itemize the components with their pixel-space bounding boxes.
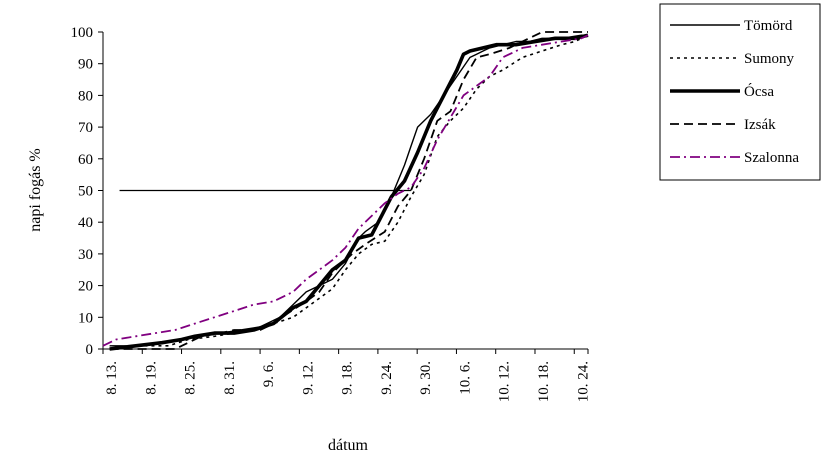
x-tick-label: 8. 13. (104, 361, 120, 395)
legend: Tömörd Sumony Ócsa Izsák Szalonna (659, 3, 821, 181)
legend-label: Tömörd (744, 18, 793, 34)
x-tick-label: 8. 31. (222, 361, 238, 395)
series-line-5 (102, 34, 589, 347)
x-axis-title: dátum (328, 437, 369, 454)
legend-label: Szalonna (744, 150, 799, 166)
x-tick-label: 9. 12. (300, 361, 316, 395)
series-line-2 (109, 34, 589, 350)
y-tick-label: 70 (78, 120, 93, 136)
x-tick-label: 10. 6. (457, 361, 473, 395)
legend-label: Ócsa (744, 83, 774, 100)
x-tick-label: 8. 25. (183, 361, 199, 395)
x-tick-label: 9. 24. (379, 361, 395, 395)
x-tick-label: 9. 18. (340, 361, 356, 395)
x-tick-labels: 8. 13. 8. 19. 8. 25. 8. 31. 9. 6. 9. 12. 9. 18… (104, 361, 591, 402)
y-tick-label: 40 (78, 215, 93, 231)
legend-label: Sumony (744, 51, 795, 67)
y-tick-label: 80 (78, 88, 93, 104)
y-tick-label: 50 (78, 184, 93, 200)
y-axis-title: napi fogás % (27, 148, 44, 232)
x-tick-label: 8. 19. (143, 361, 159, 395)
y-tick-label: 10 (78, 310, 93, 326)
y-tick-label: 60 (78, 152, 93, 168)
series-line-3 (109, 33, 589, 351)
x-tick-label: 10. 12. (497, 361, 513, 402)
x-tick-label: 10. 18. (536, 361, 552, 402)
series-line-4 (109, 31, 588, 350)
legend-label: Izsák (744, 117, 776, 133)
y-tick-labels: 0 10 20 30 40 50 60 70 80 90 100 (71, 25, 94, 358)
y-tick-label: 30 (78, 247, 93, 263)
y-tick-label: 0 (86, 342, 94, 358)
x-tick-label: 9. 30. (418, 361, 434, 395)
y-tick-label: 100 (71, 25, 94, 41)
y-tick-label: 90 (78, 57, 93, 73)
axes (98, 31, 589, 354)
series-group (102, 31, 589, 351)
y-tick-label: 20 (78, 279, 93, 295)
x-tick-label: 10. 24. (575, 361, 591, 402)
x-tick-label: 9. 6. (261, 361, 277, 387)
